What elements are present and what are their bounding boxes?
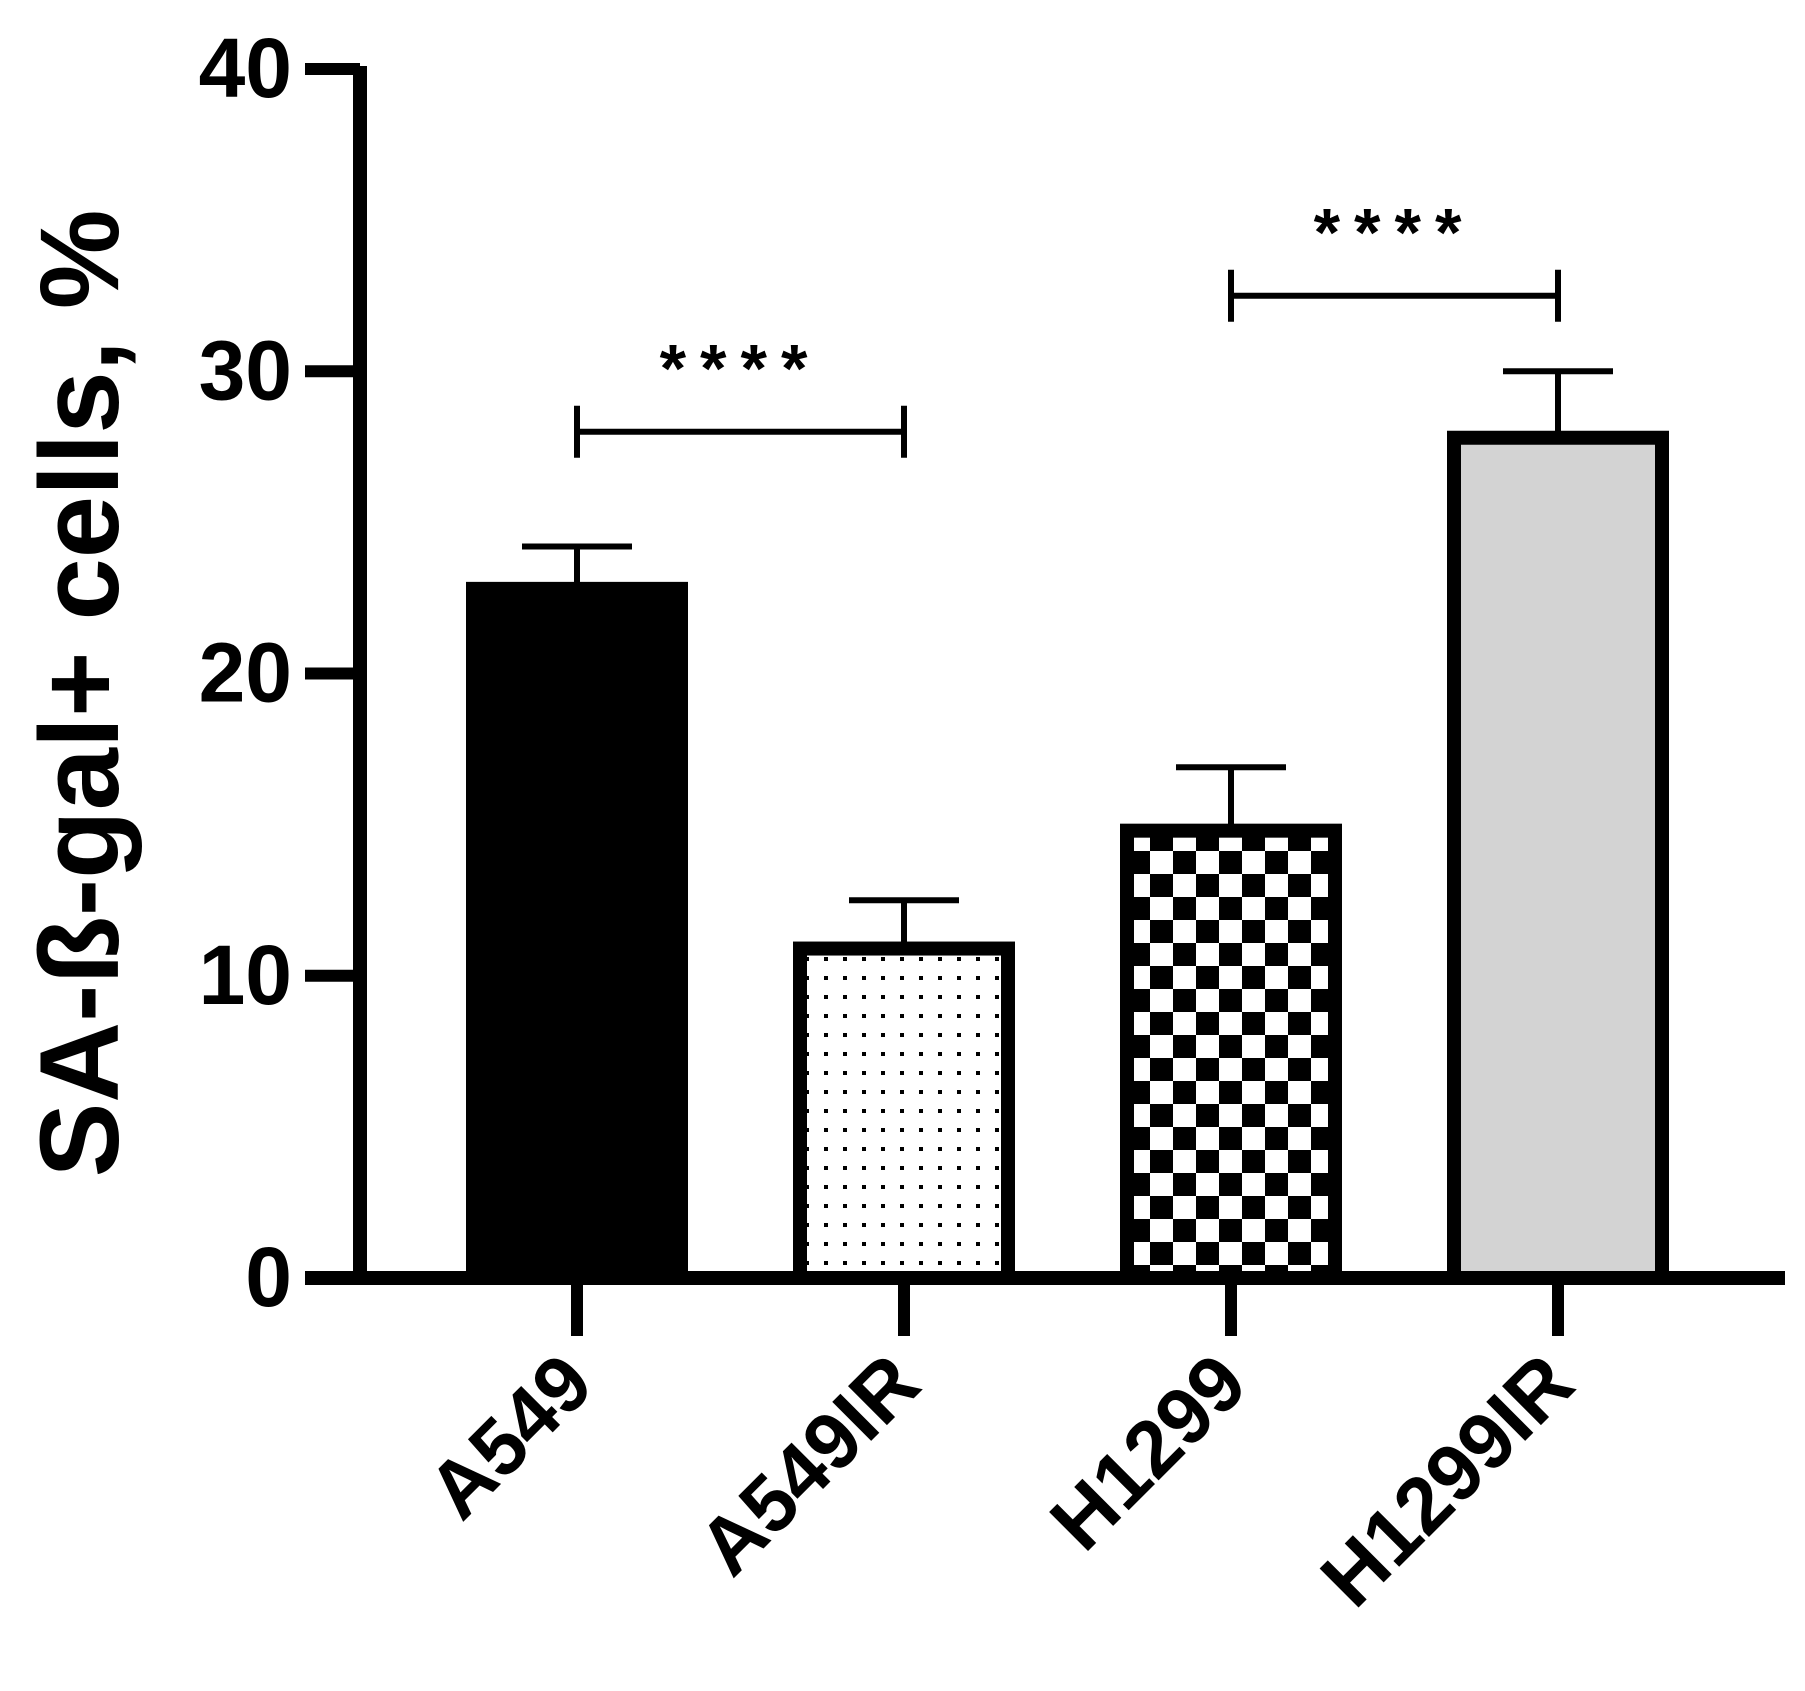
y-tick-label: 30 bbox=[199, 323, 292, 417]
y-tick-label: 40 bbox=[199, 21, 292, 115]
y-tick-label: 0 bbox=[245, 1230, 292, 1324]
bar-a549 bbox=[466, 581, 688, 1285]
significance-label: **** bbox=[660, 331, 822, 407]
bar-h1299 bbox=[1120, 823, 1342, 1285]
x-tick-label: A549IR bbox=[681, 1337, 936, 1592]
y-axis-title: SA-ß-gal+ cells, % bbox=[17, 210, 142, 1178]
y-tick-label: 10 bbox=[199, 928, 292, 1022]
y-tick-label: 20 bbox=[199, 626, 292, 720]
x-tick-label: A549 bbox=[411, 1337, 609, 1535]
x-tick-label: H1299 bbox=[1033, 1337, 1263, 1567]
significance-label: **** bbox=[1314, 195, 1476, 271]
bar-h1299ir bbox=[1447, 430, 1669, 1285]
bar-a549ir bbox=[793, 941, 1015, 1285]
x-tick-label: H1299IR bbox=[1304, 1337, 1590, 1623]
